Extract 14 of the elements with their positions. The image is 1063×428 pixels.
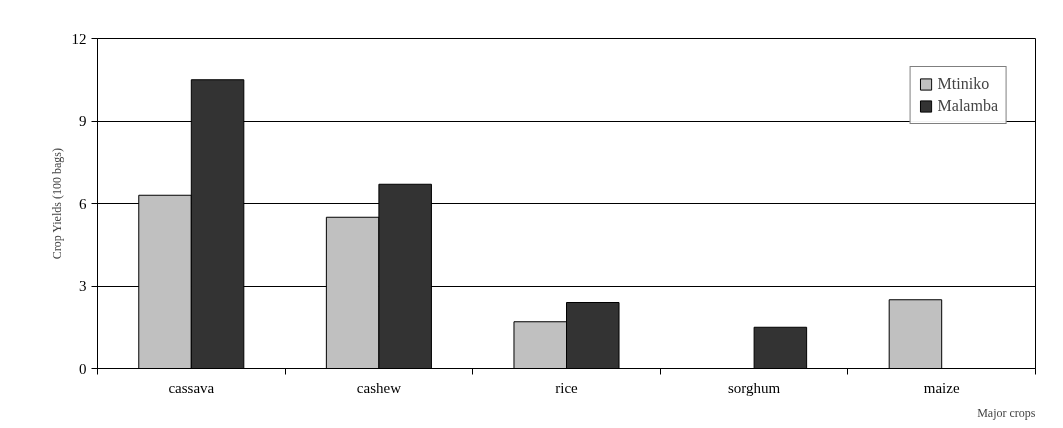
- y-tick-label: 3: [79, 278, 87, 294]
- x-axis-title: Major crops: [977, 405, 1036, 420]
- x-tick-label: rice: [555, 379, 579, 396]
- y-tick-label: 6: [79, 195, 87, 212]
- y-tick-label: 9: [79, 113, 87, 129]
- legend-label: Malamba: [937, 97, 998, 115]
- x-tick-label: maize: [923, 379, 960, 396]
- x-tick-label: cassava: [168, 379, 215, 396]
- y-tick-label: 12: [71, 30, 87, 47]
- x-tick-label: cashew: [356, 379, 402, 396]
- y-tick-label: 0: [79, 360, 87, 377]
- legend-label: Mtiniko: [937, 75, 990, 93]
- x-tick-label: sorghum: [727, 379, 781, 396]
- y-axis-title: Crop Yields (100 bags): [49, 148, 64, 260]
